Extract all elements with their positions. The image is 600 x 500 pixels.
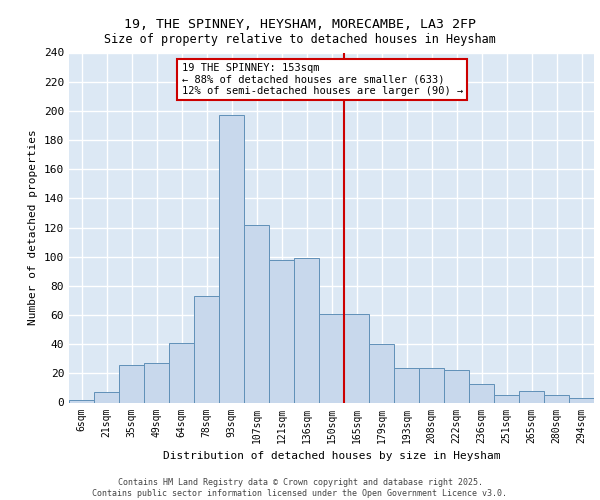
Bar (169, 342, 194, 402)
Text: 19 THE SPINNEY: 153sqm
← 88% of detached houses are smaller (633)
12% of semi-de: 19 THE SPINNEY: 153sqm ← 88% of detached… (182, 62, 463, 96)
Bar (544, 395, 569, 402)
Bar (119, 364, 144, 403)
Bar (419, 368, 444, 402)
Bar (569, 398, 594, 402)
Bar (394, 368, 419, 402)
Bar (294, 258, 319, 402)
Bar (69, 400, 94, 402)
Text: 19, THE SPINNEY, HEYSHAM, MORECAMBE, LA3 2FP: 19, THE SPINNEY, HEYSHAM, MORECAMBE, LA3… (124, 18, 476, 30)
Bar (244, 224, 269, 402)
X-axis label: Distribution of detached houses by size in Heysham: Distribution of detached houses by size … (163, 451, 500, 461)
Text: Contains HM Land Registry data © Crown copyright and database right 2025.
Contai: Contains HM Land Registry data © Crown c… (92, 478, 508, 498)
Bar (94, 392, 119, 402)
Bar (194, 296, 219, 403)
Y-axis label: Number of detached properties: Number of detached properties (28, 130, 38, 326)
Bar (444, 370, 469, 402)
Bar (469, 384, 494, 402)
Bar (494, 395, 519, 402)
Bar (144, 363, 169, 403)
Bar (519, 391, 544, 402)
Bar (369, 344, 394, 403)
Bar (319, 314, 344, 402)
Bar (219, 115, 244, 403)
Text: Size of property relative to detached houses in Heysham: Size of property relative to detached ho… (104, 32, 496, 46)
Bar (269, 260, 294, 402)
Bar (344, 314, 369, 402)
